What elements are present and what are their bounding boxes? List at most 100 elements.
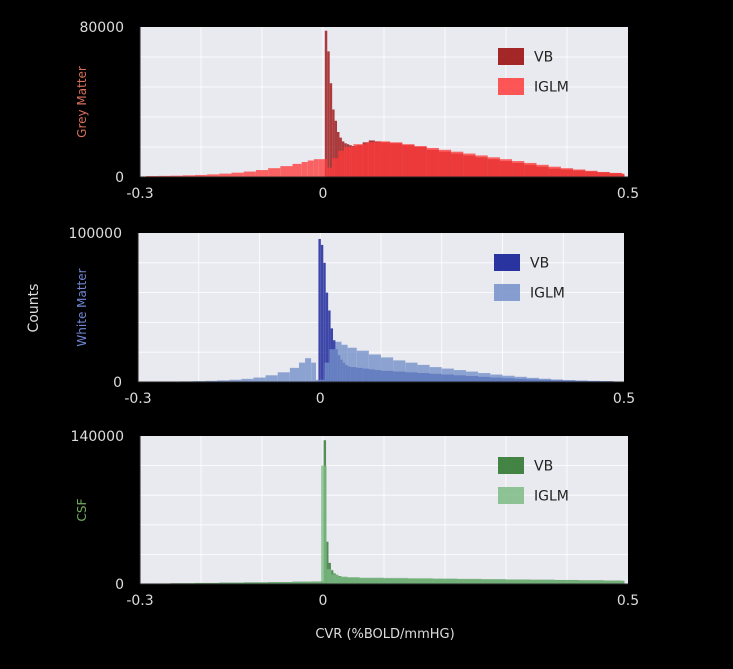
panel-grey-matter-series-iglm-bar [414,146,427,177]
panel-white-matter-series-iglm-bar [316,379,325,382]
panel-grey-matter-series-iglm-bar [451,151,464,177]
panel-csf-series-iglm-bar [579,580,604,584]
panel-white-matter-series-vb-bar [328,310,331,382]
panel-grey-matter-series-vb-bar [334,120,338,177]
panel-grey-matter-legend-swatch-iglm [498,78,524,95]
panel-csf-series-iglm-bar [310,581,322,584]
panel-grey-matter-series-iglm-bar [426,147,439,177]
panel-white-matter-series-iglm-bar [563,380,576,382]
panel-white-matter-series-iglm-bar [204,380,217,382]
panel-white-matter-series-iglm-bar [526,377,539,382]
panel-csf-series-iglm-bar [331,574,339,584]
panel-grey-matter-series-iglm-bar [243,171,256,177]
panel-grey-matter-series-iglm-bar [353,144,366,177]
panel-grey-matter-legend-label-iglm: IGLM [534,80,569,96]
panel-white-matter-series-iglm-bar [277,372,290,382]
panel-grey-matter-series-iglm-bar [170,175,183,177]
panel-csf-legend-swatch-vb [498,457,524,474]
panel-white-matter-x-tick-label: 0 [316,391,325,407]
panel-white-matter-series-iglm-bar [502,375,515,382]
panel-csf-legend: VB IGLM [498,457,569,505]
panel-white-matter-legend-label-vb: VB [530,256,549,272]
panel-white-matter-series-iglm-bar [329,349,336,382]
panel-grey-matter-series-iglm-bar [597,171,610,177]
panel-grey-matter-series-iglm-bar [158,175,171,178]
panel-csf-series-vb-bar [326,541,329,584]
panel-grey-matter-series-iglm-bar [307,160,314,177]
figure-ylabel: Counts [26,284,42,333]
panel-grey-matter-series-iglm-bar [338,150,345,177]
panel-grey-matter-legend: VB IGLM [498,48,569,96]
panel-white-matter-series-iglm-bar [381,357,394,382]
panel-white-matter-series-iglm-bar [538,378,552,382]
panel-grey-matter-series-iglm-bar [219,173,232,178]
panel-white-matter-series-iglm-bar [429,367,442,382]
panel-grey-matter-series-iglm-bar [255,170,269,177]
panel-grey-matter-series-vb-bar [332,109,335,177]
panel-grey-matter-series-iglm-bar [327,167,333,178]
panel-grey-matter-y-tick-label: 0 [115,170,124,186]
panel-white-matter-series-vb-bar [320,244,324,382]
panel-grey-matter-series-vb-bar [324,30,328,177]
panel-white-matter-series-iglm-bar [356,350,369,382]
panel-grey-matter-series-iglm-bar [268,168,281,177]
panel-grey-matter-series-iglm-bar [194,174,208,177]
figure-xlabel: CVR (%BOLD/mmHG) [315,627,454,642]
panel-white-matter-series-iglm-bar [341,344,348,382]
panel-csf-series-iglm-bar [603,580,622,584]
panel-grey-matter-series-iglm [146,141,625,178]
panel-csf-legend-label-vb: VB [534,459,553,475]
panel-csf-grid [140,436,628,584]
panel-white-matter-legend-swatch-vb [494,254,520,271]
panel-white-matter-series-iglm-bar [253,377,266,382]
panel-csf-series-iglm-bar [321,465,327,584]
panel-grey-matter-series-iglm-bar [344,147,354,177]
panel-grey-matter-series-iglm-bar [301,162,308,177]
panel-white-matter-series-iglm-bar [368,354,381,382]
panel-white-matter-series-iglm-bar [478,373,491,382]
panel-white-matter-series-vb-bar [323,262,326,382]
panel-csf-legend-label-iglm: IGLM [534,489,569,505]
panel-grey-matter-series-iglm-bar [313,159,319,177]
panel-grey-matter-y-tick-label: 80000 [79,20,124,36]
panel-white-matter-series-iglm-bar [216,380,230,382]
panel-grey-matter-series-iglm-bar [463,153,476,177]
panel-white-matter-series-iglm-bar [289,367,299,382]
panel-white-matter-series-iglm-bar [587,380,600,382]
panel-white-matter-series-iglm-bar [229,379,242,382]
panel-csf-ylabel: CSF [75,498,89,521]
panel-grey-matter-series-iglm-bar [585,170,598,177]
panel-grey-matter-series-iglm-bar [573,169,586,177]
panel-csf-series-iglm-bar [219,582,244,584]
panel-white-matter-series-vb-bar [318,238,321,382]
panel-grey-matter-series-iglm-bar [318,159,328,177]
panel-white-matter-series-iglm-bar [298,362,306,382]
panel-grey-matter-x-tick-label: 0 [319,186,328,202]
panel-grey-matter-series-iglm-bar [402,144,415,177]
panel-csf-series-iglm-bar [384,577,409,584]
panel-grey-matter-series-iglm-bar [487,157,500,177]
panel-grey-matter-series-iglm-bar [512,161,525,177]
panel-grey-matter-x-tick-label: -0.3 [126,186,153,202]
panel-white-matter-y-tick-label: 100000 [69,226,122,242]
panel-white-matter-legend: VB IGLM [494,254,565,302]
panel-grey-matter-series-iglm-bar [524,162,537,177]
panel-white-matter-series-iglm-bar [551,379,564,382]
panel-grey-matter-ylabel: Grey Matter [75,66,89,138]
panel-grey-matter-series-iglm-bar [438,149,452,177]
panel-grey-matter-series-iglm-bar [560,168,574,177]
panel-csf-series-iglm-bar [347,577,360,584]
panel-grey-matter-series-iglm-bar [499,159,513,177]
panel-white-matter-series-iglm-bar [417,364,430,382]
panel-csf-x-tick-label: 0.5 [617,593,639,609]
panel-white-matter-ylabel: White Matter [75,268,89,346]
panel-grey-matter-series-iglm-bar [207,174,220,178]
panel-csf-series-iglm-bar [408,578,433,584]
panel-white-matter-series-iglm-bar [335,341,342,382]
panel-grey-matter-series-iglm-bar [231,172,244,177]
